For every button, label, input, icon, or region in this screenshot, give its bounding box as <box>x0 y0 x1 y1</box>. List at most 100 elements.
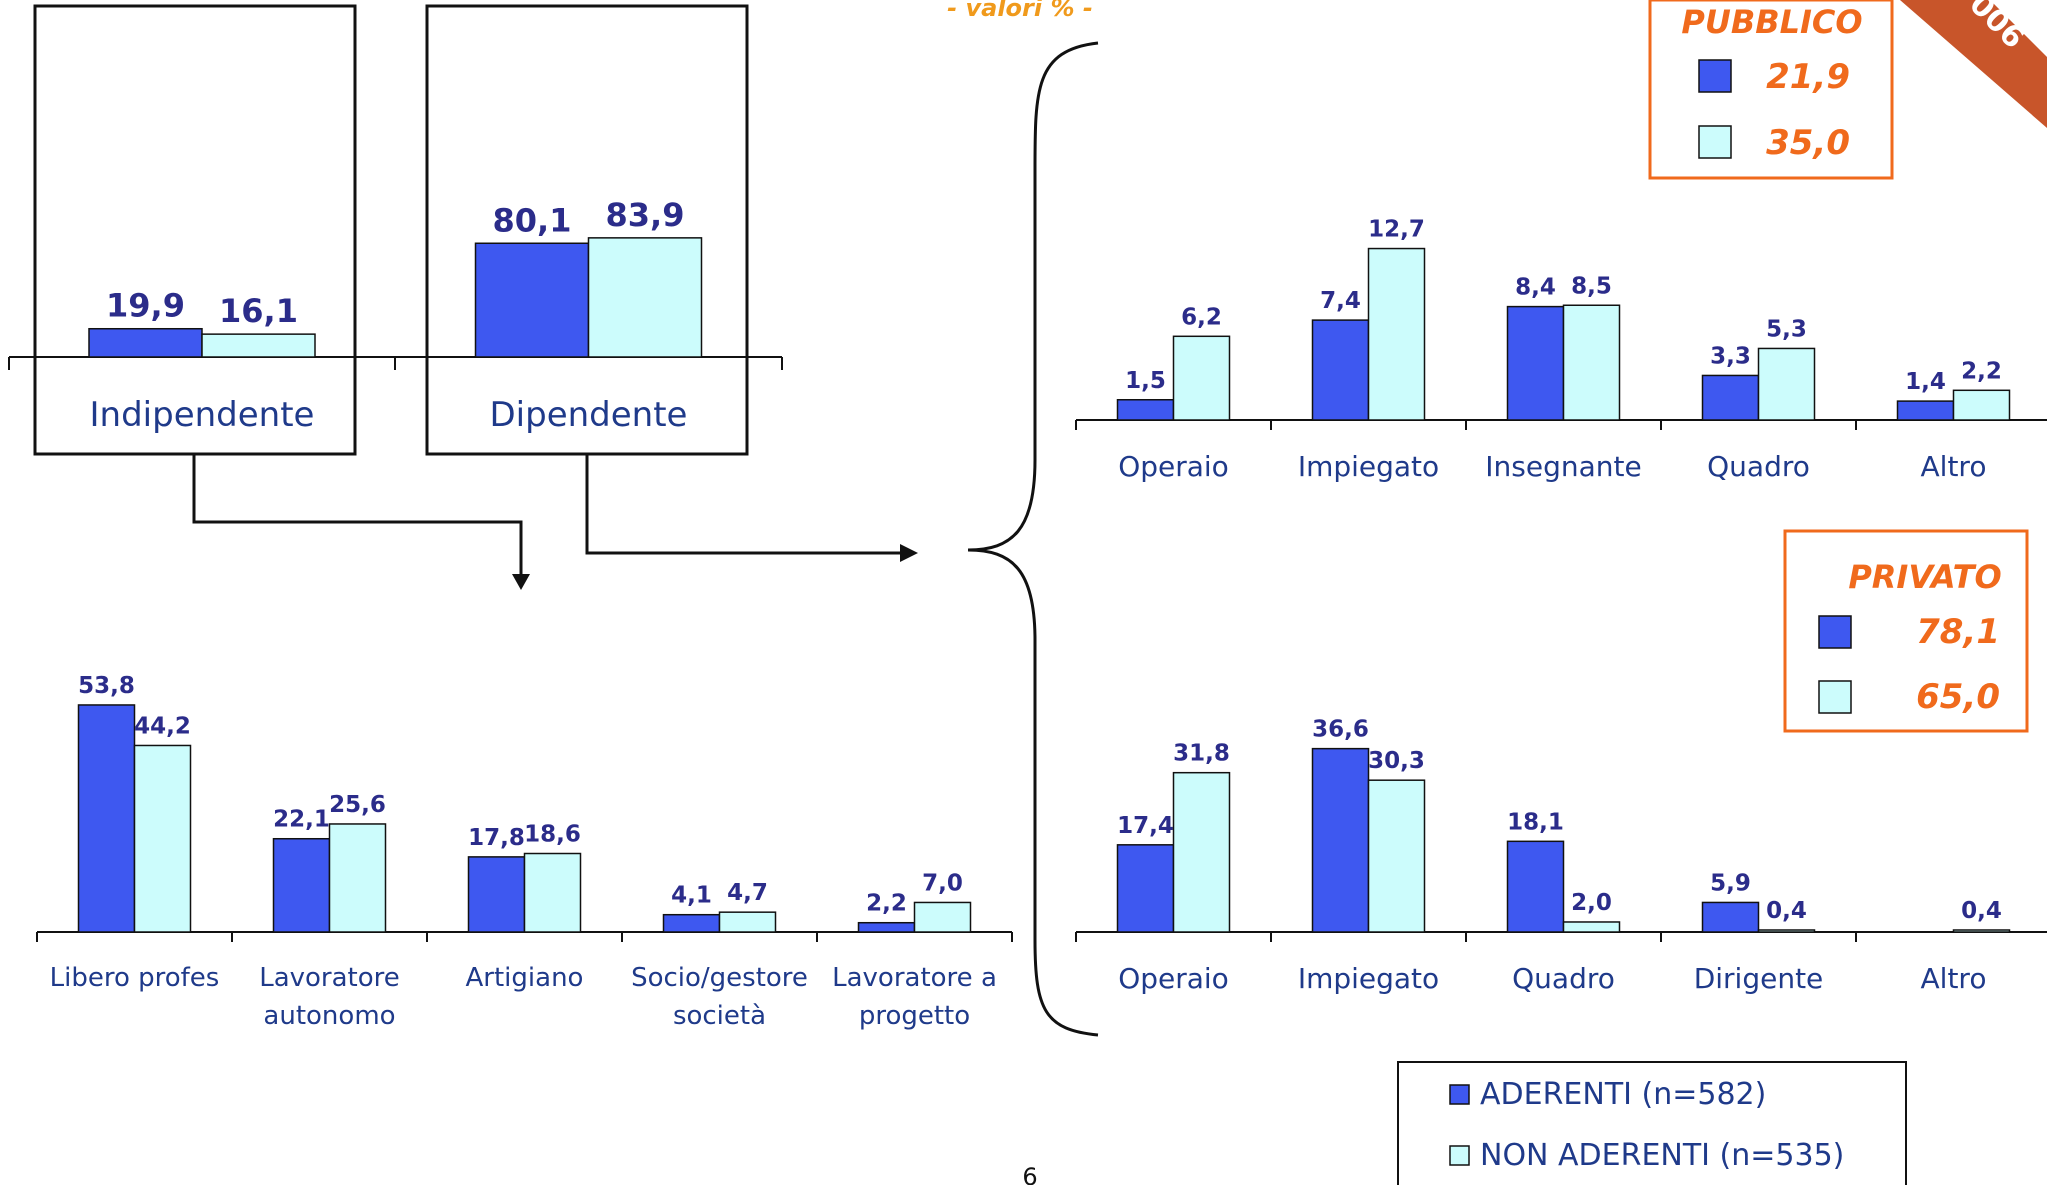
pubblico-non-aderenti-swatch <box>1698 125 1732 159</box>
indipendenti-value-label: 22,1 <box>273 807 330 833</box>
privato-title: PRIVATO <box>1848 558 2001 596</box>
pubblico-category-label: Impiegato <box>1298 450 1439 483</box>
pubblico-value-label: 3,3 <box>1710 343 1751 369</box>
pubblico-value-label: 8,4 <box>1515 275 1556 301</box>
pubblico-bar <box>1952 389 2011 421</box>
pubblico-category-label: Altro <box>1921 450 1987 483</box>
legend-non-aderenti-label: NON ADERENTI (n=535) <box>1480 1138 1844 1173</box>
privato-value-label: 0,4 <box>1961 898 2002 924</box>
privato-category-label: Operaio <box>1118 962 1229 995</box>
pubblico-value-label: 1,5 <box>1125 368 1166 394</box>
indipendenti-category-label: Socio/gestore <box>631 963 808 993</box>
indipendenti-category-label: Libero profes <box>50 963 220 993</box>
pubblico-non-aderenti-value: 35,0 <box>1766 123 1850 163</box>
privato-value-label: 18,1 <box>1507 809 1564 835</box>
privato-bar <box>1367 779 1426 933</box>
privato-category-label: Altro <box>1921 962 1987 995</box>
indipendenti-bar <box>662 913 721 933</box>
privato-value-label: 30,3 <box>1368 748 1425 774</box>
indipendenti-value-label: 18,6 <box>524 822 581 848</box>
indipendenti-bar <box>857 921 916 933</box>
privato-bar <box>1952 929 2011 933</box>
pubblico-category-label: Operaio <box>1118 450 1229 483</box>
privato-bar <box>1172 771 1231 933</box>
privato-value-label: 5,9 <box>1710 870 1751 896</box>
indipendenti-value-label: 44,2 <box>134 713 191 739</box>
indipendenti-category-label: Lavoratore <box>259 963 400 993</box>
privato-bar <box>1311 747 1370 933</box>
pubblico-bar <box>1896 400 1955 421</box>
tipo_lavoro-value-label: 19,9 <box>106 287 185 325</box>
pubblico-value-label: 5,3 <box>1766 316 1807 342</box>
pubblico-bar <box>1367 247 1426 421</box>
indipendenti-value-label: 17,8 <box>468 825 525 851</box>
tipo_lavoro-value-label: 83,9 <box>606 196 685 234</box>
pubblico-value-label: 8,5 <box>1571 273 1612 299</box>
indipendenti-category-label: società <box>673 1001 766 1031</box>
connector-dipendenti <box>585 454 904 555</box>
privato-non-aderenti-swatch <box>1818 680 1852 714</box>
indipendenti-value-label: 53,8 <box>78 673 135 699</box>
tipo_lavoro-category-label: Indipendente <box>90 395 315 435</box>
privato-bar <box>1116 844 1175 933</box>
arrow-head-right <box>900 544 918 562</box>
pubblico-category-label: Quadro <box>1707 450 1810 483</box>
indipendenti-bar <box>467 856 526 933</box>
tipo_lavoro-value-label: 16,1 <box>219 292 298 330</box>
indipendenti-bar <box>718 911 777 933</box>
indipendenti-category-label: Artigiano <box>466 963 584 993</box>
pubblico-aderenti-value: 21,9 <box>1766 57 1850 97</box>
tipo_lavoro-value-label: 80,1 <box>493 201 572 239</box>
arrow-head-down <box>512 574 530 590</box>
subtitle: - valori % - <box>947 0 1093 22</box>
privato-value-label: 31,8 <box>1173 741 1230 767</box>
pubblico-bar <box>1116 399 1175 421</box>
indipendenti-value-label: 4,1 <box>671 883 712 909</box>
privato-value-label: 17,4 <box>1117 813 1174 839</box>
tipo_lavoro-bar <box>587 237 703 358</box>
indipendenti-category-label: autonomo <box>263 1001 395 1031</box>
tipo_lavoro-bar <box>201 333 316 358</box>
charts-layer: 19,9 16,1 Indipendente 80,1 83,9 Dipendente 53… <box>8 196 2047 1031</box>
legend-non-aderenti-swatch <box>1449 1145 1470 1166</box>
privato-category-label: Quadro <box>1512 962 1615 995</box>
tipo_lavoro-bar <box>474 242 590 358</box>
indipendenti-bar <box>328 823 387 933</box>
pubblico-box <box>1648 0 1894 180</box>
indipendenti-category-label: Lavoratore a <box>832 963 997 993</box>
box-dipendente <box>425 4 749 456</box>
pubblico-bar <box>1172 335 1231 421</box>
pubblico-aderenti-swatch <box>1698 59 1732 93</box>
pubblico-value-label: 12,7 <box>1368 217 1425 243</box>
pubblico-value-label: 1,4 <box>1905 369 1946 395</box>
corner-ribbon <box>1900 0 2047 128</box>
pubblico-bar <box>1757 347 1816 421</box>
pubblico-category-label: Insegnante <box>1485 450 1641 483</box>
curly-brace <box>967 41 1099 1037</box>
privato-category-label: Impiegato <box>1298 962 1439 995</box>
pubblico-value-label: 6,2 <box>1181 304 1222 330</box>
indipendenti-category-label: progetto <box>859 1001 970 1031</box>
privato-bar <box>1701 901 1760 933</box>
indipendenti-bar <box>77 704 136 933</box>
indipendenti-bar <box>272 837 331 933</box>
pubblico-bar <box>1701 374 1760 421</box>
privato-bar <box>1562 921 1621 933</box>
privato-non-aderenti-value: 65,0 <box>1916 677 2000 717</box>
indipendenti-value-label: 7,0 <box>922 870 963 896</box>
indipendenti-bar <box>133 744 192 933</box>
indipendenti-value-label: 2,2 <box>866 891 907 917</box>
indipendenti-bar <box>913 901 972 933</box>
pubblico-value-label: 2,2 <box>1961 358 2002 384</box>
privato-value-label: 2,0 <box>1571 890 1612 916</box>
indipendenti-value-label: 25,6 <box>329 792 386 818</box>
privato-bar <box>1757 929 1816 933</box>
connector-indipendenti <box>192 454 523 578</box>
pubblico-bar <box>1562 304 1621 421</box>
page-number: 6 <box>1022 1163 1037 1185</box>
pubblico-bar <box>1506 305 1565 421</box>
legend-aderenti-label: ADERENTI (n=582) <box>1480 1077 1766 1112</box>
privato-value-label: 0,4 <box>1766 898 1807 924</box>
pubblico-title: PUBBLICO <box>1681 3 1862 41</box>
